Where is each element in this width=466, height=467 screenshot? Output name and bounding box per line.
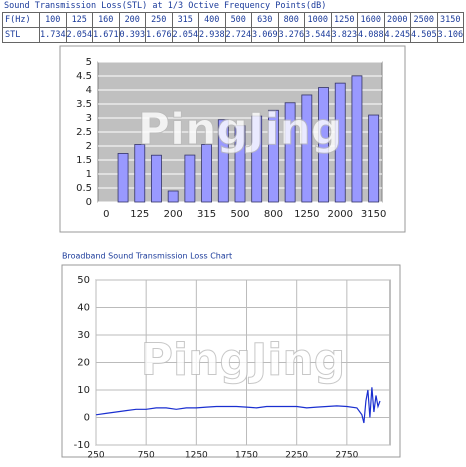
x-tick-label: 2750: [335, 451, 358, 461]
x-tick-label: 2250: [285, 451, 308, 461]
x-tick-label: 2000: [328, 209, 353, 220]
x-tick-label: 200: [164, 209, 183, 220]
y-tick-label: 5: [86, 57, 92, 68]
table-cell: 3.106: [436, 27, 464, 43]
watermark: PingJing: [141, 335, 345, 386]
y-tick-label: 0: [86, 197, 92, 208]
y-tick-label: 2: [86, 141, 92, 152]
bar: [368, 114, 380, 203]
x-tick-label: 750: [138, 451, 155, 461]
watermark: PingJing: [138, 104, 342, 155]
y-tick-label: 40: [77, 303, 90, 314]
data-table: F(Hz) 100 125 160 200 250 315 400 500 630 800 1000 1…: [2, 12, 464, 43]
table-cell: 1.676: [145, 27, 173, 43]
bar: [301, 94, 313, 203]
x-tick-label: 1250: [294, 209, 319, 220]
table-cell: 4.088: [357, 27, 385, 43]
y-tick-label: 3.5: [76, 99, 92, 110]
x-tick-label: 125: [130, 209, 149, 220]
y-tick-label: 0: [84, 413, 90, 424]
x-tick-label: 1750: [235, 451, 258, 461]
x-tick-label: 315: [197, 209, 216, 220]
table-title: Sound Transmission Loss(STL) at 1/3 Octi…: [4, 1, 327, 11]
bar: [167, 190, 179, 203]
x-tick-label: 500: [230, 209, 249, 220]
x-tick-label: 0: [103, 209, 109, 220]
y-tick-label: 1.5: [76, 155, 92, 166]
y-tick-label: 4: [86, 85, 92, 96]
bar: [201, 144, 213, 203]
bar: [284, 102, 296, 203]
x-tick-label: 1250: [185, 451, 208, 461]
table-cell: 500: [224, 12, 252, 28]
y-tick-label: 2.5: [76, 127, 92, 138]
y-tick-label: 20: [77, 358, 90, 369]
chart-title: Broadband Sound Transmission Loss Chart: [62, 252, 232, 261]
y-tick-label: 0.5: [76, 183, 92, 194]
bar: [234, 125, 246, 203]
bar: [184, 154, 196, 203]
table-cell: 0.393: [118, 27, 146, 43]
bar: [151, 154, 162, 203]
bar: [318, 87, 329, 203]
y-tick-label: -10: [74, 440, 90, 451]
table-cell: 1.671: [92, 27, 120, 43]
y-tick-label: 3: [86, 113, 92, 124]
x-tick-label: 250: [87, 451, 104, 461]
bar: [334, 82, 346, 203]
y-tick-label: 50: [77, 275, 90, 286]
y-tick-label: 30: [77, 330, 90, 341]
table-header: F(Hz) 100 125 160 200 250 315 400 500 630 800 1000 1…: [2, 12, 464, 28]
bar: [117, 153, 129, 203]
bar: [351, 75, 363, 203]
line: [95, 387, 381, 424]
y-tick-label: 10: [77, 385, 90, 396]
bar: [267, 109, 279, 203]
x-tick-label: 3150: [361, 209, 386, 220]
table-cell: 2.938: [198, 27, 226, 43]
y-tick-label: 1: [86, 169, 92, 180]
bar: [134, 144, 146, 203]
table-cell: 2.724: [224, 27, 252, 43]
bar: [251, 115, 263, 203]
y-tick-label: 4.5: [76, 71, 92, 82]
table-cell: 2.054: [171, 27, 199, 43]
table-cell: 3.544: [304, 27, 332, 43]
x-tick-label: 800: [264, 209, 283, 220]
table-cell: STL: [2, 27, 40, 43]
bar: [217, 119, 229, 203]
table-row: STL 1.734 2.054 1.671 0.393 1.676 2.054 2.938 2.…: [2, 27, 464, 43]
